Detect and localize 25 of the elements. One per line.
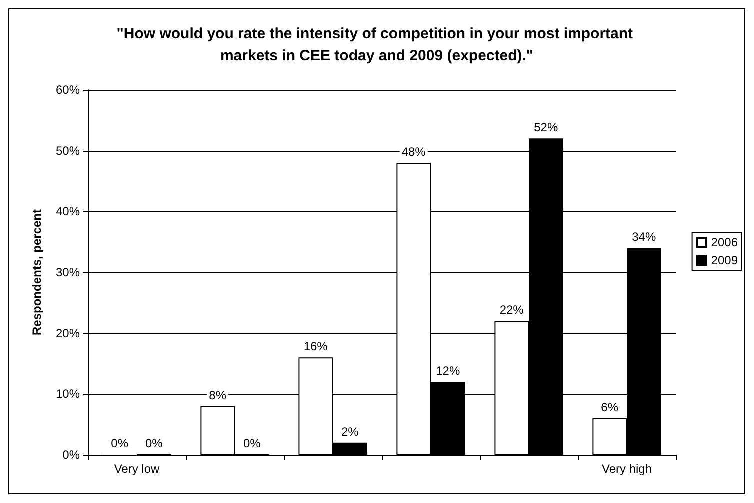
data-label: 12% xyxy=(436,364,460,378)
y-tick-label: 0% xyxy=(62,448,80,462)
data-label: 52% xyxy=(534,120,558,135)
legend-label: 2009 xyxy=(711,254,738,268)
data-label: 0% xyxy=(243,436,262,450)
chart-title: "How would you rate the intensity of competition in your most important markets in CEE today and 2009 (expected)." xyxy=(116,26,638,64)
y-tick-label: 60% xyxy=(56,83,80,97)
y-tick-label: 20% xyxy=(56,326,80,340)
y-tick-label: 10% xyxy=(56,387,80,402)
data-label: 0% xyxy=(111,436,129,450)
y-tick-label: 40% xyxy=(56,204,80,219)
y-tick-label: 30% xyxy=(56,266,80,280)
x-tick-label: Very low xyxy=(114,462,160,476)
data-label: 34% xyxy=(632,230,656,244)
data-label: 0% xyxy=(145,436,164,450)
y-axis-title: Respondents, percent xyxy=(30,209,44,336)
y-tick-label: 50% xyxy=(56,144,80,158)
data-label: 48% xyxy=(402,145,426,159)
legend-label: 2006 xyxy=(711,236,738,250)
data-label: 6% xyxy=(601,400,619,414)
data-label: 16% xyxy=(304,340,328,354)
data-label: 2% xyxy=(341,424,360,439)
x-tick-label: Very high xyxy=(602,462,652,476)
data-label: 8% xyxy=(209,388,227,402)
data-label: 22% xyxy=(500,303,524,318)
